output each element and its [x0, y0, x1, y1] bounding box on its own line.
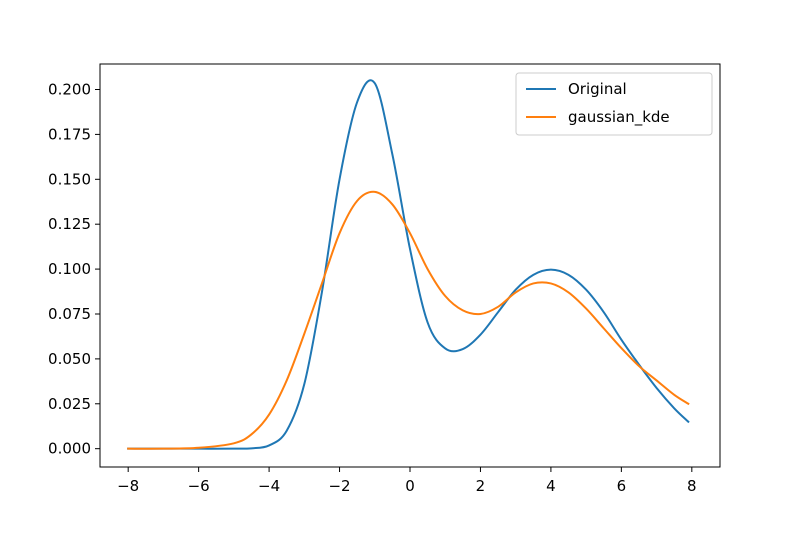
- legend-label: Original: [568, 80, 627, 98]
- y-tick-label: 0.050: [48, 350, 91, 368]
- legend: Original gaussian_kde: [515, 72, 713, 136]
- y-tick-label: 0.175: [48, 125, 91, 143]
- axes: −8 −6 −4 −2 0 2 4 6 8 0.000 0.025 0.050 0.075 0.100 0.…: [48, 63, 721, 495]
- x-tick-label: 2: [476, 477, 486, 495]
- plot-area: [127, 79, 690, 450]
- x-tick-label: −8: [117, 477, 139, 495]
- x-tick-label: −2: [328, 477, 350, 495]
- y-tick-label: 0.150: [48, 170, 91, 188]
- legend-box: [515, 72, 713, 136]
- y-tick-label: 0.200: [48, 81, 91, 99]
- y-tick-label: 0.100: [48, 260, 91, 278]
- x-tick-label: 0: [405, 477, 415, 495]
- y-tick-label: 0.075: [48, 305, 91, 323]
- y-tick-label: 0.025: [48, 395, 91, 413]
- legend-label: gaussian_kde: [568, 108, 670, 127]
- x-tick-label: 8: [687, 477, 697, 495]
- series-line-gaussian-kde: [127, 190, 690, 450]
- x-tick-label: 6: [617, 477, 627, 495]
- y-tick-label: 0.125: [48, 215, 91, 233]
- series-line-original: [127, 79, 690, 450]
- x-tick-label: −4: [258, 477, 280, 495]
- x-tick-label: −6: [188, 477, 210, 495]
- y-tick-label: 0.000: [48, 440, 91, 458]
- x-tick-label: 4: [546, 477, 556, 495]
